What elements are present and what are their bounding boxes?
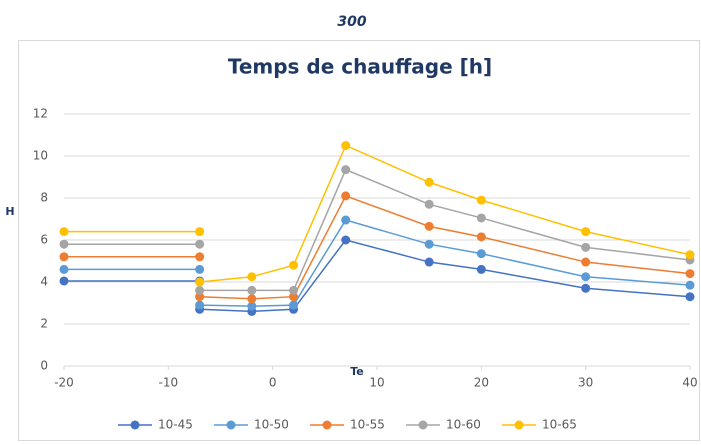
point	[341, 215, 351, 225]
point	[195, 227, 205, 237]
x-axis-label: Te	[350, 365, 364, 378]
series-line	[64, 194, 691, 300]
point	[685, 292, 695, 302]
point	[247, 272, 257, 282]
point	[247, 301, 257, 311]
legend-label: 10-50	[254, 418, 289, 432]
point	[581, 257, 591, 267]
point	[195, 300, 205, 310]
point	[341, 235, 351, 245]
x-tick-label: 10	[369, 376, 384, 390]
point	[685, 250, 695, 260]
point	[424, 221, 434, 231]
point	[59, 227, 69, 237]
point	[59, 239, 69, 249]
y-tick-label: 6	[40, 233, 48, 247]
point	[581, 272, 591, 282]
point	[476, 232, 486, 242]
x-tick-label: 30	[578, 376, 593, 390]
legend-marker	[514, 420, 524, 430]
y-tick-label: 12	[33, 107, 48, 121]
x-tick-label: -10	[159, 376, 179, 390]
series-line	[64, 144, 691, 283]
point	[476, 195, 486, 205]
chart-title: Temps de chauffage [h]	[228, 55, 492, 79]
point	[289, 260, 299, 270]
point	[247, 285, 257, 295]
series-line	[64, 168, 691, 292]
legend-marker	[322, 420, 332, 430]
y-tick-label: 2	[40, 317, 48, 331]
point	[685, 280, 695, 290]
point	[195, 285, 205, 295]
point	[195, 277, 205, 287]
y-tick-label: 8	[40, 191, 48, 205]
point	[424, 199, 434, 209]
legend-label: 10-60	[446, 418, 481, 432]
header: 300	[337, 14, 366, 30]
point	[247, 294, 257, 304]
point	[476, 213, 486, 223]
point	[581, 242, 591, 252]
point	[476, 249, 486, 259]
point	[59, 276, 69, 286]
y-tick-label: 4	[40, 275, 48, 289]
point	[581, 227, 591, 237]
point	[289, 285, 299, 295]
point	[476, 264, 486, 274]
point	[424, 257, 434, 267]
point	[59, 264, 69, 274]
y-tick-label: 10	[33, 149, 48, 163]
x-tick-label: 0	[269, 376, 277, 390]
point	[59, 252, 69, 262]
y-tick-label: 0	[40, 359, 48, 373]
y-axis-label: H	[5, 205, 14, 218]
x-tick-label: -20	[54, 376, 74, 390]
point	[195, 264, 205, 274]
x-tick-label: 20	[474, 376, 489, 390]
point	[424, 239, 434, 249]
legend-marker	[226, 420, 236, 430]
point	[341, 165, 351, 175]
point	[195, 252, 205, 262]
point	[341, 141, 351, 150]
series-line	[64, 239, 691, 313]
legend-label: 10-65	[542, 418, 577, 432]
point	[685, 269, 695, 279]
legend-label: 10-45	[158, 418, 193, 432]
legend-marker	[418, 420, 428, 430]
legend-label: 10-55	[350, 418, 385, 432]
point	[581, 283, 591, 293]
point	[424, 177, 434, 187]
point	[195, 239, 205, 249]
point	[289, 300, 299, 310]
point	[341, 191, 351, 201]
series-line	[64, 219, 691, 307]
x-tick-label: 40	[682, 376, 697, 390]
point	[195, 292, 205, 302]
legend-marker	[130, 420, 140, 430]
point	[289, 292, 299, 302]
